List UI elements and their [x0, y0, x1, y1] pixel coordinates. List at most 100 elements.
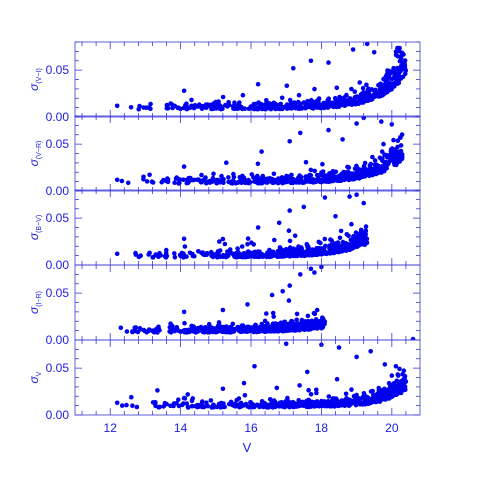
data-point — [193, 330, 198, 335]
data-point — [245, 241, 250, 247]
data-point — [332, 403, 337, 409]
points-group-5 — [114, 341, 409, 410]
data-point-highlight — [114, 400, 120, 406]
data-point — [214, 177, 220, 183]
data-point — [324, 401, 329, 407]
data-point — [352, 242, 357, 247]
data-point — [264, 98, 269, 103]
data-point — [307, 398, 312, 404]
data-point — [136, 107, 141, 112]
data-point — [271, 171, 277, 177]
data-point — [242, 106, 248, 111]
data-point — [220, 236, 226, 242]
data-point — [243, 178, 249, 183]
data-point — [133, 325, 139, 330]
data-point — [335, 241, 340, 246]
data-point — [367, 163, 373, 168]
data-point — [303, 159, 309, 165]
data-point — [254, 106, 260, 112]
data-point-highlight — [114, 103, 120, 109]
data-point — [402, 64, 408, 70]
data-point — [314, 387, 319, 393]
data-point — [349, 86, 354, 92]
data-point — [311, 102, 317, 108]
data-point — [275, 329, 280, 334]
data-point — [176, 181, 181, 186]
data-point — [181, 401, 186, 406]
data-point-highlight — [146, 105, 152, 110]
data-point — [359, 93, 365, 98]
data-point — [247, 253, 252, 258]
data-point-highlight — [354, 354, 359, 360]
data-point — [128, 105, 134, 110]
data-point — [211, 171, 216, 177]
data-point — [238, 401, 243, 407]
data-point — [398, 156, 404, 162]
data-point — [301, 403, 306, 409]
data-point — [307, 402, 313, 407]
data-point — [249, 240, 254, 245]
data-point — [349, 387, 354, 392]
data-point — [305, 98, 310, 104]
data-point-highlight — [280, 289, 286, 294]
data-point — [147, 250, 152, 256]
data-point — [380, 388, 386, 393]
data-point — [278, 247, 284, 252]
y-tick-label: 0.00 — [46, 408, 70, 422]
data-point — [346, 399, 352, 405]
data-point-highlight — [301, 204, 307, 210]
data-point — [338, 177, 344, 182]
data-point — [197, 102, 202, 107]
x-tick-label: 20 — [385, 421, 399, 435]
data-point — [220, 325, 226, 330]
data-point — [173, 176, 179, 181]
data-point — [362, 242, 368, 248]
data-point-highlight — [217, 239, 222, 244]
data-point — [278, 320, 284, 326]
data-point — [357, 171, 363, 176]
data-point — [401, 368, 407, 374]
data-point — [198, 325, 203, 330]
data-point — [361, 391, 367, 396]
data-point — [284, 247, 290, 252]
data-point — [168, 330, 174, 335]
data-point — [153, 252, 158, 257]
data-point — [278, 103, 284, 109]
data-point — [192, 325, 198, 331]
data-point — [164, 401, 169, 407]
data-point — [334, 85, 340, 91]
data-point — [334, 398, 340, 403]
data-point — [187, 327, 192, 333]
data-point — [260, 104, 266, 109]
data-point — [312, 311, 318, 317]
data-point — [288, 179, 294, 185]
data-point — [264, 403, 270, 409]
data-point — [363, 97, 368, 102]
y-tick-label: 0.05 — [46, 286, 70, 300]
points-group-2 — [114, 116, 405, 186]
data-point — [327, 243, 332, 248]
data-point — [148, 101, 153, 107]
data-point-highlight — [312, 270, 317, 275]
data-point-highlight — [287, 139, 293, 144]
data-point — [248, 400, 253, 405]
data-point — [398, 143, 404, 148]
data-point — [195, 403, 201, 408]
data-point — [274, 385, 280, 391]
data-point-highlight — [336, 345, 342, 350]
data-point-highlight — [287, 283, 293, 288]
data-point — [230, 402, 235, 408]
data-point — [398, 379, 404, 384]
data-point — [281, 177, 287, 183]
data-point — [292, 233, 298, 238]
data-point — [284, 321, 290, 327]
data-point — [366, 169, 372, 174]
x-tick-label: 14 — [174, 421, 188, 435]
data-point — [149, 179, 155, 184]
data-point — [188, 175, 193, 181]
data-point — [240, 92, 246, 98]
data-point — [155, 330, 160, 335]
data-point — [367, 94, 372, 99]
data-point-highlight — [389, 122, 395, 127]
